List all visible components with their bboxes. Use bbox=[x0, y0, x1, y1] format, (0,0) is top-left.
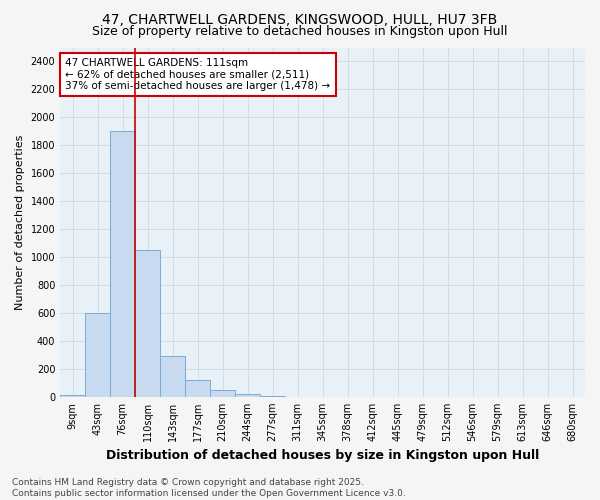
Bar bbox=[160, 356, 185, 397]
Bar bbox=[110, 132, 135, 397]
Bar bbox=[135, 250, 160, 397]
Text: 47, CHARTWELL GARDENS, KINGSWOOD, HULL, HU7 3FB: 47, CHARTWELL GARDENS, KINGSWOOD, HULL, … bbox=[103, 12, 497, 26]
Bar bbox=[210, 390, 235, 397]
X-axis label: Distribution of detached houses by size in Kingston upon Hull: Distribution of detached houses by size … bbox=[106, 450, 539, 462]
Text: Contains HM Land Registry data © Crown copyright and database right 2025.
Contai: Contains HM Land Registry data © Crown c… bbox=[12, 478, 406, 498]
Bar bbox=[85, 313, 110, 397]
Text: 47 CHARTWELL GARDENS: 111sqm
← 62% of detached houses are smaller (2,511)
37% of: 47 CHARTWELL GARDENS: 111sqm ← 62% of de… bbox=[65, 58, 331, 91]
Text: Size of property relative to detached houses in Kingston upon Hull: Size of property relative to detached ho… bbox=[92, 25, 508, 38]
Bar bbox=[235, 394, 260, 397]
Y-axis label: Number of detached properties: Number of detached properties bbox=[15, 134, 25, 310]
Bar bbox=[185, 380, 210, 397]
Bar bbox=[60, 396, 85, 397]
